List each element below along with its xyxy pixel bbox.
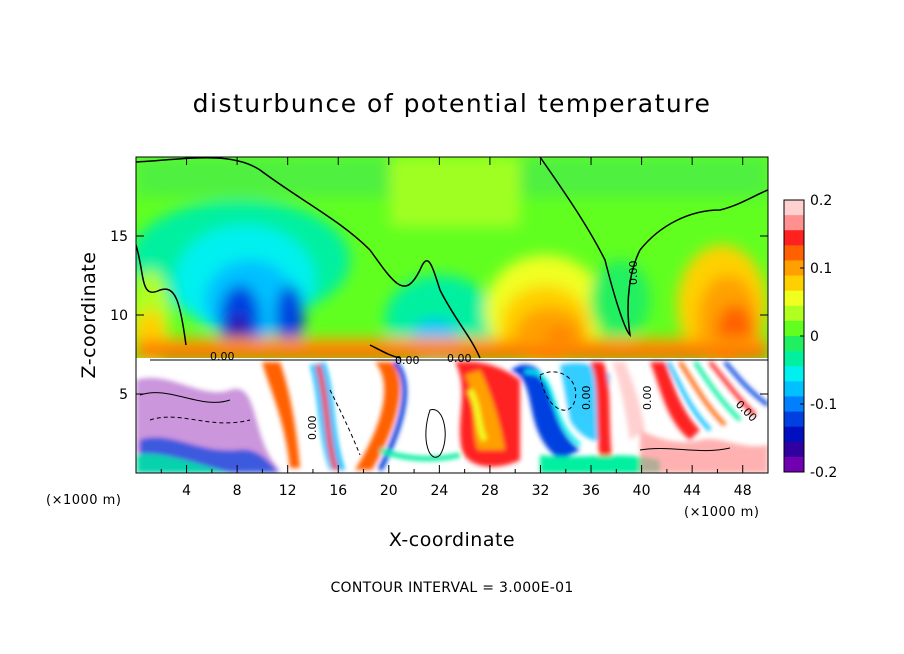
y-axis-label: Z-coordinate (78, 252, 100, 379)
contour-label: 0.00 (627, 261, 640, 286)
colorbar-swatch (784, 426, 804, 443)
contour-label: 0.00 (306, 416, 319, 441)
contour-label: 0.00 (447, 352, 472, 365)
x-tick-label: 44 (683, 483, 701, 499)
colorbar-swatch (784, 290, 804, 307)
colorbar-swatch (784, 456, 804, 473)
x-axis: 4 8 12 16 20 24 28 32 36 40 44 48 (160, 157, 752, 499)
y-axis: 5 10 15 (110, 229, 768, 403)
colorbar-swatch (784, 200, 804, 216)
colorbar-swatch (784, 215, 804, 231)
y-tick-label: 10 (110, 308, 128, 324)
x-tick-label: 20 (380, 483, 398, 499)
x-tick-label: 16 (329, 483, 347, 499)
colorbar-swatch (784, 351, 804, 367)
x-tick-label: 36 (582, 483, 600, 499)
colorbar-swatch (784, 441, 804, 458)
x-tick-label: 12 (279, 483, 297, 499)
colorbar-swatch (784, 275, 804, 292)
colorbar-tick-label: -0.1 (810, 397, 837, 413)
y-tick-label: 15 (110, 229, 128, 245)
colorbar-swatch (784, 230, 804, 246)
x-end-unit: (×1000 m) (684, 505, 759, 520)
colorbar-swatch (784, 305, 804, 322)
x-tick-label: 4 (182, 483, 191, 499)
colorbar (784, 200, 804, 473)
x-axis-label: X-coordinate (389, 529, 515, 551)
contour-label: 0.00 (395, 354, 420, 367)
colorbar-tick-label: 0 (810, 329, 819, 345)
chart-title: disturbunce of potential temperature (193, 89, 712, 118)
upper-field (136, 157, 768, 370)
x-tick-label: 8 (233, 483, 242, 499)
contour-interval: CONTOUR INTERVAL = 3.000E-01 (330, 580, 573, 596)
plot-area: 0.00 0.00 0.00 0.00 0.00 0.00 0.00 0.00 (136, 157, 768, 473)
contour-label: 0.00 (641, 386, 654, 411)
contour-label: 0.00 (580, 386, 593, 411)
x-tick-label: 40 (633, 483, 651, 499)
colorbar-tick-label: 0.2 (810, 193, 832, 209)
x-origin-unit: (×1000 m) (46, 493, 121, 508)
x-tick-label: 32 (532, 483, 550, 499)
colorbar-swatch (784, 336, 804, 352)
colorbar-tick-label: 0.1 (810, 261, 832, 277)
y-tick-label: 5 (119, 387, 128, 403)
x-tick-label: 24 (430, 483, 448, 499)
x-tick-label: 48 (734, 483, 752, 499)
x-tick-label: 28 (481, 483, 499, 499)
colorbar-swatch (784, 320, 804, 337)
colorbar-swatch (784, 245, 804, 261)
colorbar-swatch (784, 411, 804, 428)
colorbar-swatch (784, 260, 804, 277)
lower-field (136, 358, 768, 473)
contour-label: 0.00 (210, 350, 235, 363)
zero-contours (136, 157, 768, 359)
colorbar-swatch (784, 396, 804, 413)
colorbar-tick-label: -0.2 (810, 465, 837, 481)
colorbar-swatch (784, 381, 804, 397)
colorbar-ticks: 0.2 0.1 0 -0.1 -0.2 (800, 193, 837, 481)
colorbar-swatch (784, 366, 804, 382)
